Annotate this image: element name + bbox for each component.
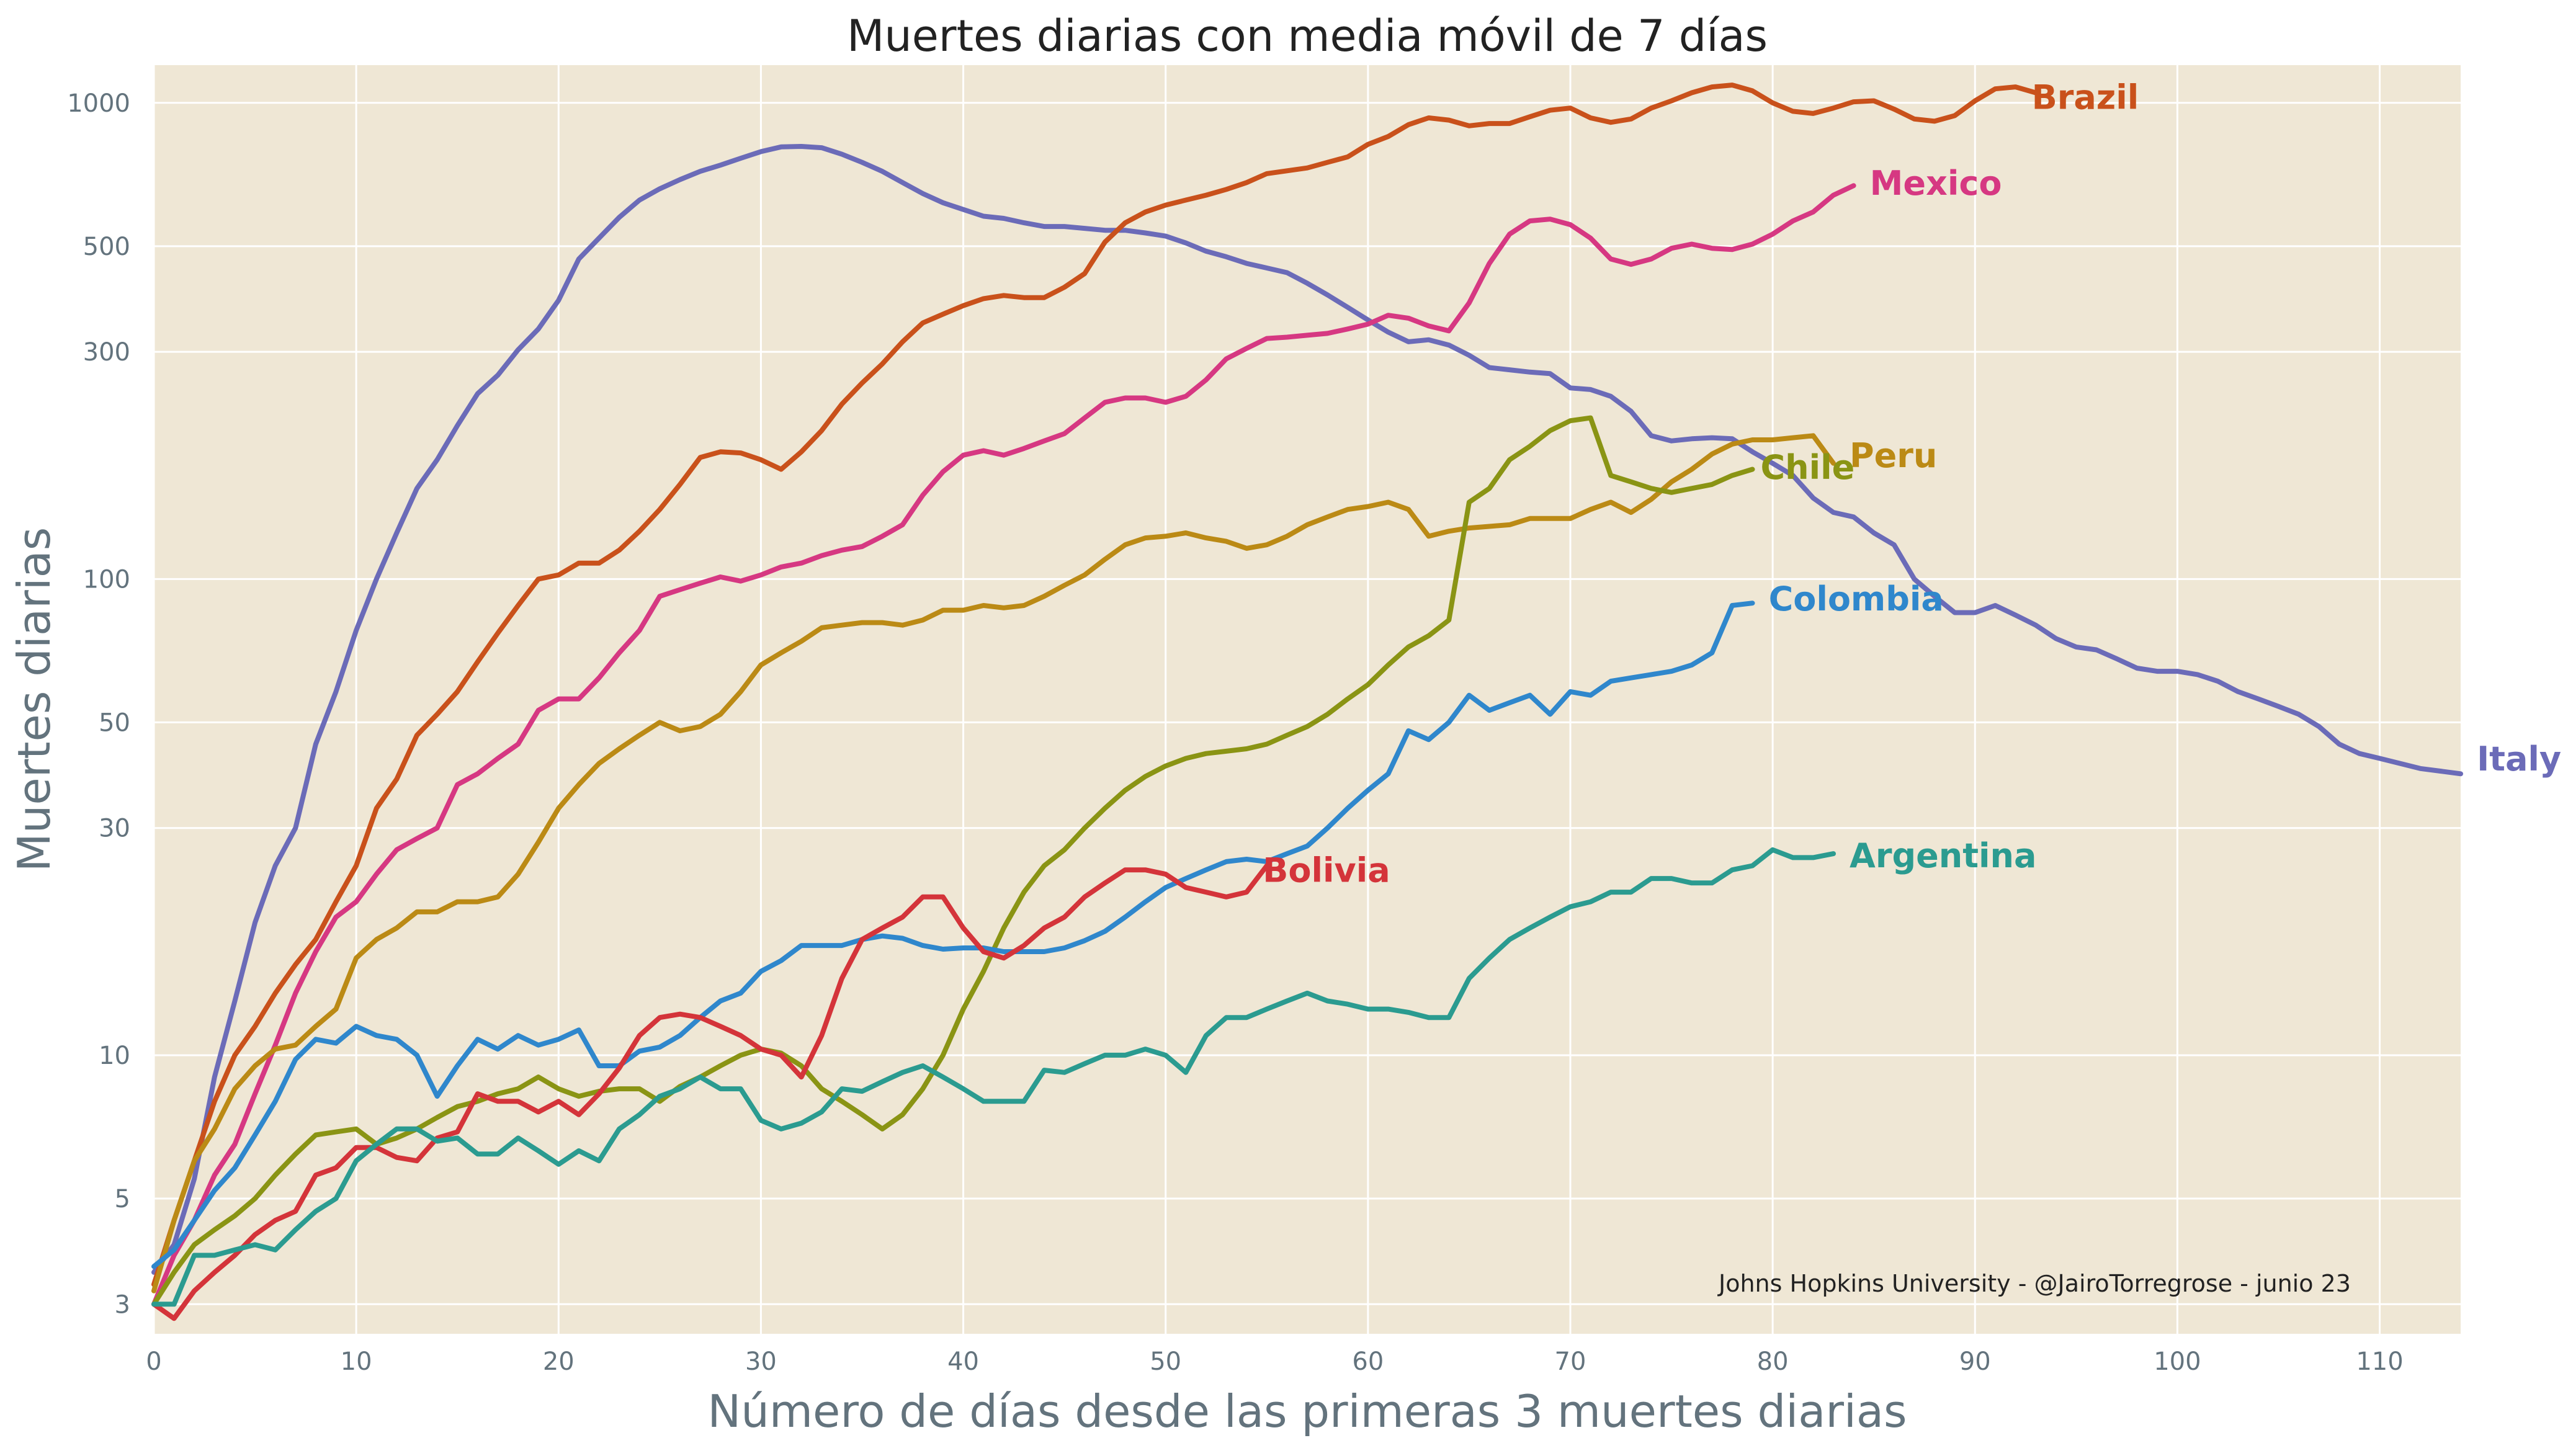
- series-label-colombia: Colombia: [1769, 579, 1944, 619]
- series-label-chile: Chile: [1761, 448, 1855, 487]
- series-label-bolivia: Bolivia: [1263, 851, 1390, 890]
- series-label-argentina: Argentina: [1850, 836, 2036, 875]
- series-line-colombia: [151, 601, 1755, 1269]
- x-tick-label: 60: [1352, 1347, 1384, 1376]
- y-tick-label: 5: [115, 1185, 130, 1213]
- x-tick-label: 70: [1555, 1347, 1586, 1376]
- y-axis-ticks: 3 5 10 30 50 100 300 500 1000: [67, 89, 130, 1320]
- chart-title: Muertes diarias con media móvil de 7 día…: [847, 11, 1768, 61]
- series-label-brazil: Brazil: [2032, 78, 2139, 117]
- series-line-argentina: [151, 847, 1836, 1307]
- x-tick-label: 40: [947, 1347, 979, 1376]
- y-tick-label: 10: [99, 1042, 130, 1070]
- y-tick-label: 100: [83, 565, 130, 594]
- series-lines: [151, 83, 2463, 1321]
- series-line-chile: [151, 415, 1755, 1307]
- x-tick-label: 100: [2154, 1347, 2201, 1376]
- series-line-peru: [151, 433, 1836, 1293]
- x-tick-label: 30: [745, 1347, 777, 1376]
- y-axis-label: Muertes diarias: [8, 527, 60, 872]
- y-tick-label: 300: [83, 338, 130, 367]
- series-line-bolivia: [151, 863, 1269, 1321]
- x-tick-label: 110: [2356, 1347, 2403, 1376]
- gridlines: [153, 65, 2461, 1334]
- x-tick-label: 10: [341, 1347, 372, 1376]
- y-tick-label: 1000: [67, 89, 130, 118]
- x-tick-label: 20: [543, 1347, 575, 1376]
- series-label-peru: Peru: [1850, 436, 1937, 475]
- x-axis-ticks: 0 10 20 30 40 50 60 70 80 90 100 110: [146, 1347, 2403, 1376]
- x-tick-label: 0: [146, 1347, 161, 1376]
- y-tick-label: 30: [99, 815, 130, 843]
- y-tick-label: 50: [99, 708, 130, 737]
- series-line-mexico: [151, 183, 1856, 1307]
- x-tick-label: 80: [1757, 1347, 1789, 1376]
- series-line-brazil: [151, 83, 2039, 1287]
- y-tick-label: 500: [83, 233, 130, 261]
- series-label-mexico: Mexico: [1870, 164, 2002, 203]
- plot-background: [154, 65, 2461, 1334]
- x-axis-label: Número de días desde las primeras 3 muer…: [707, 1385, 1907, 1437]
- y-tick-label: 3: [115, 1290, 130, 1319]
- series-line-italy: [151, 144, 2463, 1275]
- source-annotation: Johns Hopkins University - @JairoTorregr…: [1717, 1270, 2351, 1297]
- series-label-italy: Italy: [2477, 739, 2561, 779]
- x-tick-label: 50: [1150, 1347, 1181, 1376]
- x-tick-label: 90: [1959, 1347, 1991, 1376]
